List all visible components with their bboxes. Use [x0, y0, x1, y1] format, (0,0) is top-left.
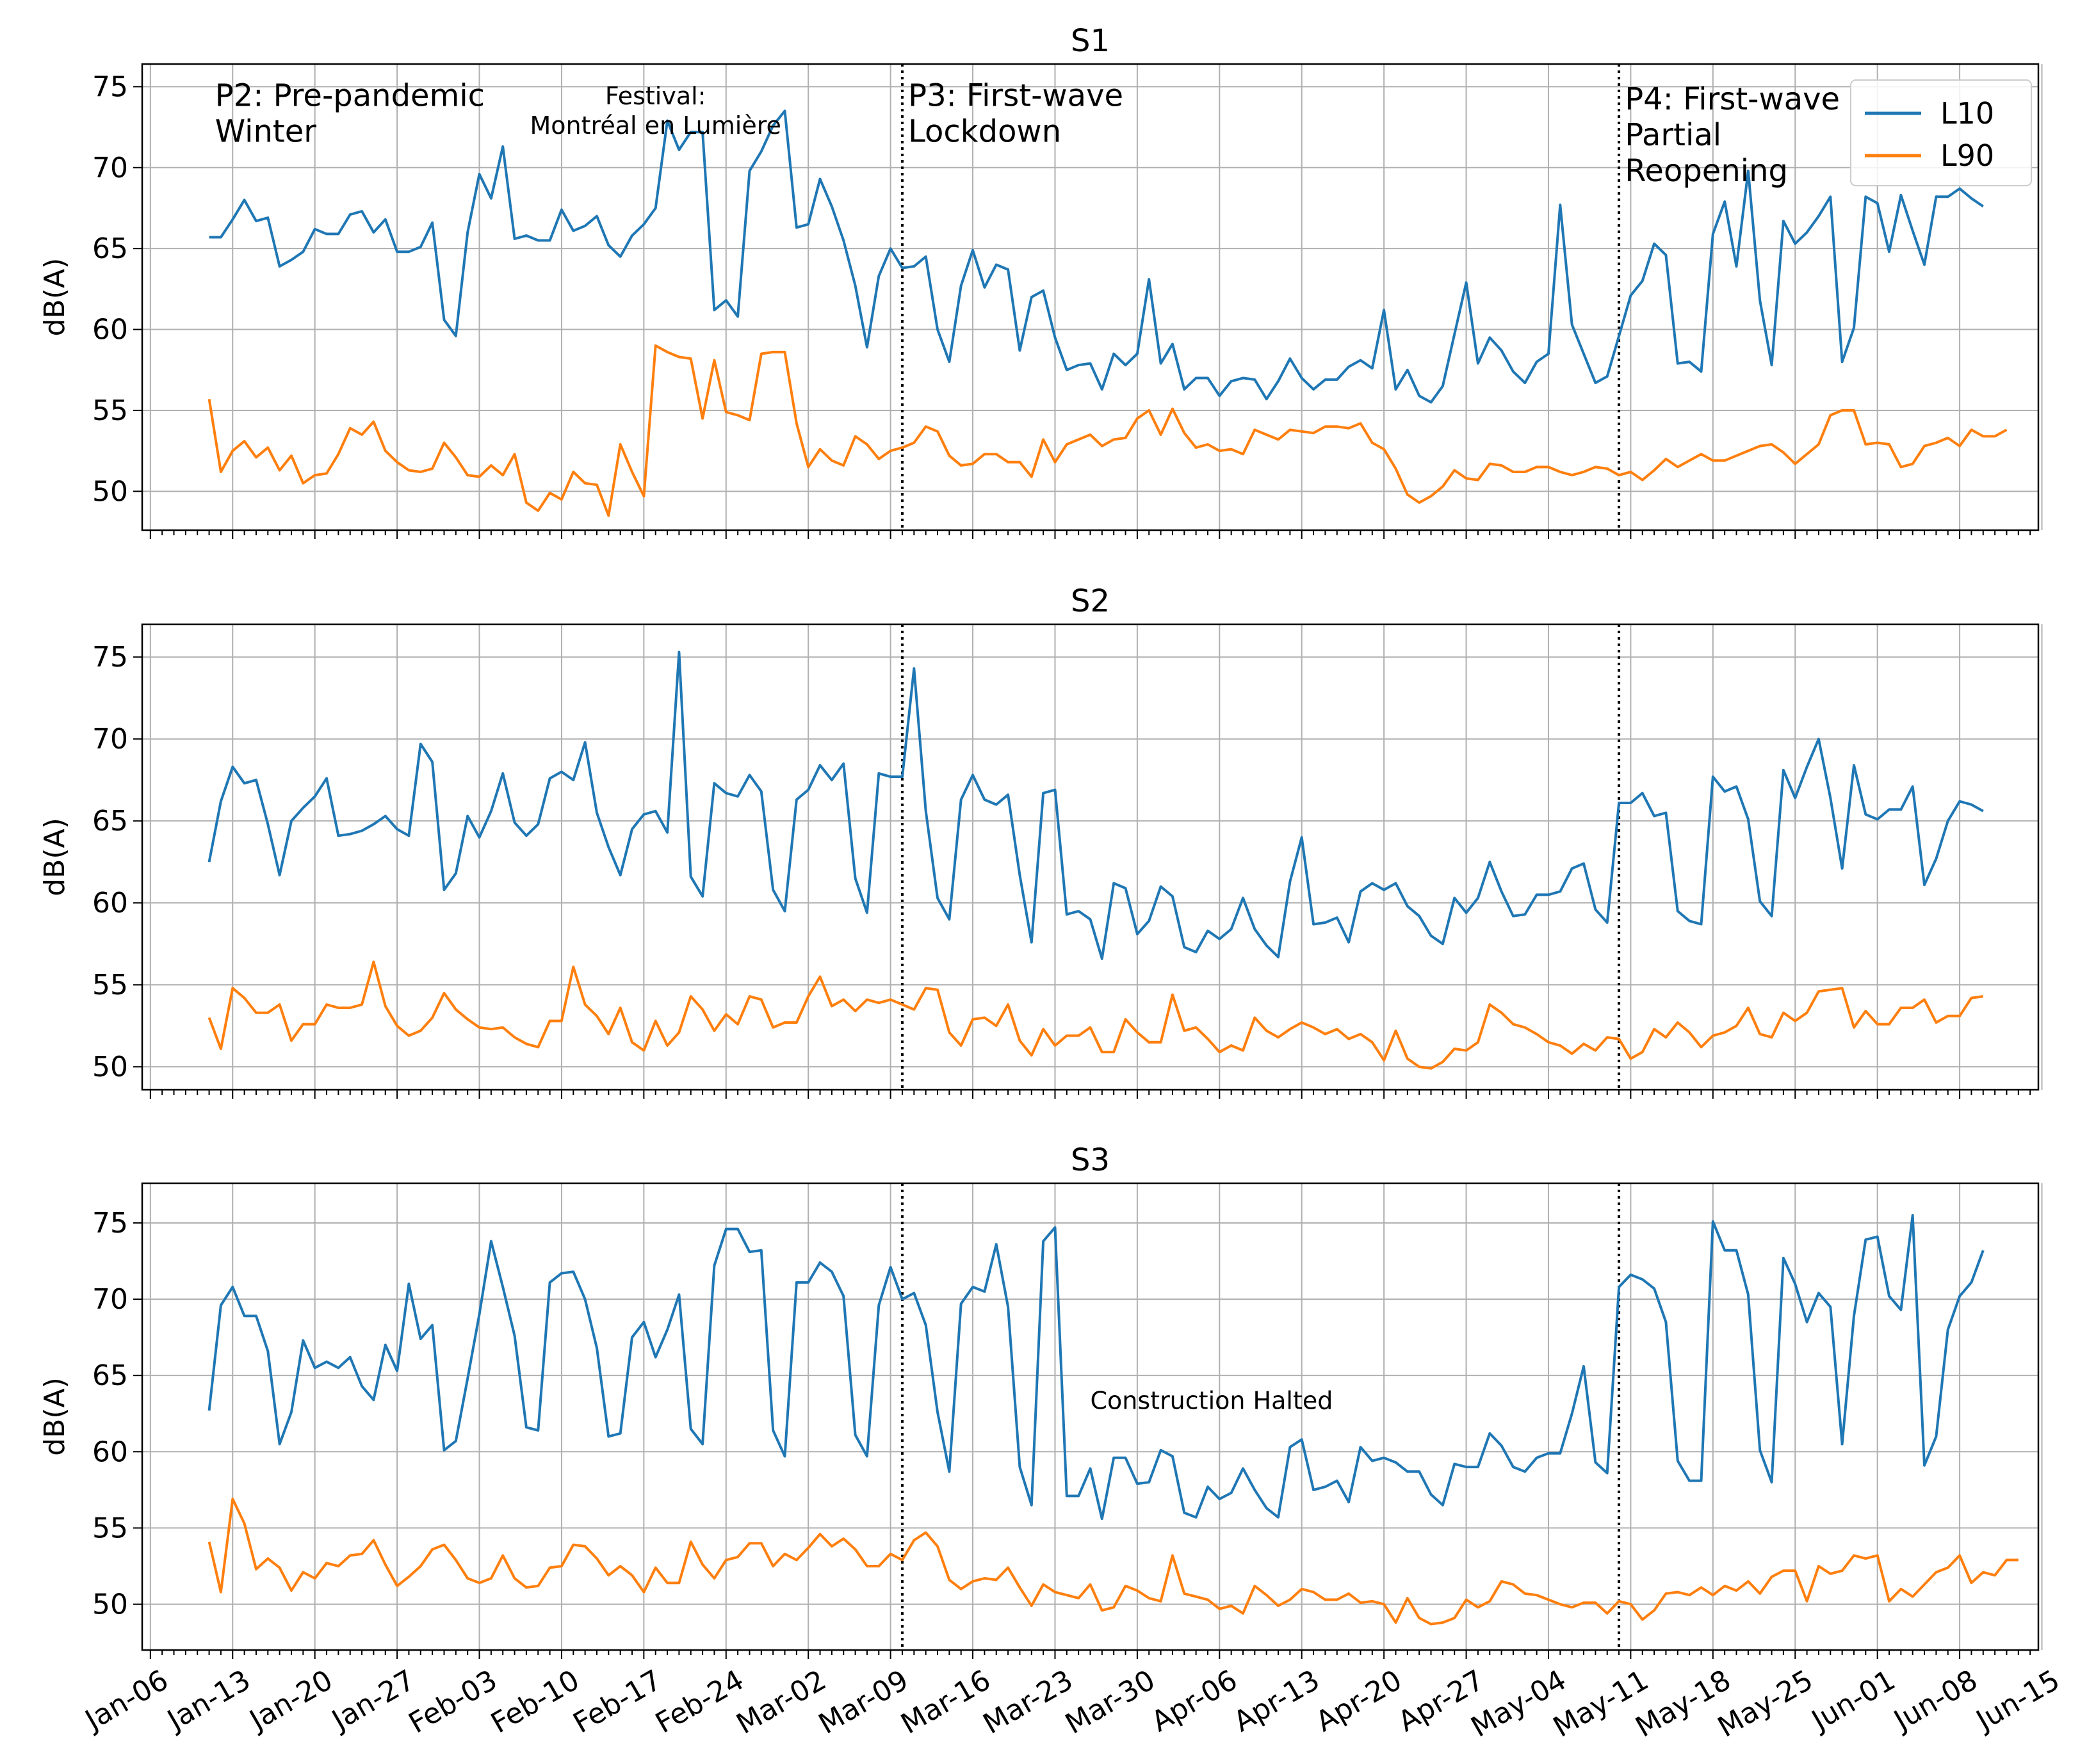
x-tick-label: May-18	[1630, 1663, 1736, 1744]
x-tick-label: Apr-13	[1228, 1663, 1325, 1738]
y-tick-label: 65	[92, 232, 128, 265]
series-group	[207, 109, 2008, 517]
annotation-text: Festival:	[605, 82, 706, 110]
y-axis-label: dB(A)	[38, 818, 71, 896]
x-tick-label: Mar-23	[978, 1663, 1078, 1740]
panel-title: S2	[1071, 583, 1110, 619]
x-tick-label: May-11	[1548, 1663, 1654, 1744]
y-tick-label: 55	[92, 394, 128, 427]
plot-frame	[141, 63, 2040, 531]
series-group	[207, 651, 1984, 1070]
y-tick-label: 65	[92, 1359, 128, 1392]
annotation-text: Winter	[215, 114, 317, 150]
y-axis-label: dB(A)	[38, 258, 71, 337]
series-line-l10	[207, 1214, 1985, 1521]
x-tick-label: Feb-24	[650, 1663, 749, 1740]
series-line-l90	[207, 960, 1984, 1070]
y-tick-label: 75	[92, 641, 128, 674]
annotation-text: Construction Halted	[1091, 1387, 1333, 1415]
panel-s3: 50 55 60 65 70 75 dB(A) S3 Construction Halted	[38, 1142, 2043, 1659]
series-line-l10	[207, 651, 1984, 960]
x-tick-label: Feb-03	[403, 1663, 503, 1740]
annotation-text: P2: Pre-pandemic	[215, 78, 485, 114]
y-tick-label: 50	[92, 1589, 128, 1621]
x-tick-label: Jun-15	[1969, 1663, 2065, 1738]
plot-frame	[141, 1182, 2040, 1651]
x-tick-label: Jan-27	[325, 1663, 421, 1738]
annotation-text: P3: First-wave	[908, 78, 1123, 114]
x-tick-label: Jun-01	[1805, 1663, 1901, 1738]
y-tick-label: 70	[92, 1283, 128, 1316]
y-tick-label: 75	[92, 1207, 128, 1240]
x-tick-label: Jan-06	[78, 1663, 174, 1738]
y-tick-label: 50	[92, 475, 128, 508]
annotation-text: Montréal en Lumière	[530, 111, 781, 140]
panel-title: S1	[1071, 23, 1110, 59]
annotation-text: P4: First-wave	[1625, 81, 1840, 117]
annotation-text: Partial	[1625, 117, 1721, 153]
series-line-l90	[207, 1498, 2019, 1626]
x-tick-label: May-25	[1712, 1663, 1819, 1744]
y-tick-label: 55	[92, 969, 128, 1001]
x-tick-label: Jan-13	[161, 1663, 256, 1738]
x-tick-label: Mar-16	[895, 1663, 996, 1740]
legend-label: L90	[1940, 138, 1994, 173]
series-group	[207, 1214, 2019, 1626]
x-tick-label: Mar-30	[1060, 1663, 1160, 1740]
panel-s2: 50 55 60 65 70 75 dB(A) S2	[38, 583, 2043, 1099]
annotation-text: Reopening	[1625, 153, 1788, 189]
y-tick-label: 60	[92, 1436, 128, 1468]
x-tick-label: Feb-17	[568, 1663, 667, 1740]
x-tick-label: Mar-09	[813, 1663, 914, 1740]
y-tick-label: 60	[92, 887, 128, 919]
x-tick-label: May-04	[1466, 1663, 1572, 1744]
x-tick-label: Feb-10	[485, 1663, 585, 1740]
plot-frame	[141, 623, 2040, 1091]
x-tick-label: Jan-20	[243, 1663, 338, 1738]
series-line-l90	[207, 344, 2008, 517]
x-tick-label: Mar-02	[731, 1663, 831, 1740]
y-tick-label: 70	[92, 723, 128, 756]
series-line-l10	[209, 109, 1984, 404]
x-tick-label: Apr-06	[1146, 1663, 1243, 1738]
y-tick-label: 55	[92, 1512, 128, 1544]
y-tick-label: 70	[92, 152, 128, 184]
annotation-text: Lockdown	[908, 114, 1061, 150]
y-tick-label: 65	[92, 805, 128, 837]
y-axis-label: dB(A)	[38, 1377, 71, 1456]
panel-title: S3	[1071, 1142, 1110, 1178]
panel-s1: 50 55 60 65 70 75 dB(A) S1 P2: Pre-pandemicWinte…	[38, 23, 2043, 539]
legend-label: L10	[1940, 96, 1994, 131]
x-tick-label: Jun-08	[1887, 1663, 1983, 1738]
y-tick-label: 50	[92, 1051, 128, 1083]
legend-box	[1850, 79, 2032, 186]
y-tick-label: 60	[92, 314, 128, 346]
x-tick-label: Apr-20	[1310, 1663, 1407, 1738]
y-tick-label: 75	[92, 70, 128, 103]
